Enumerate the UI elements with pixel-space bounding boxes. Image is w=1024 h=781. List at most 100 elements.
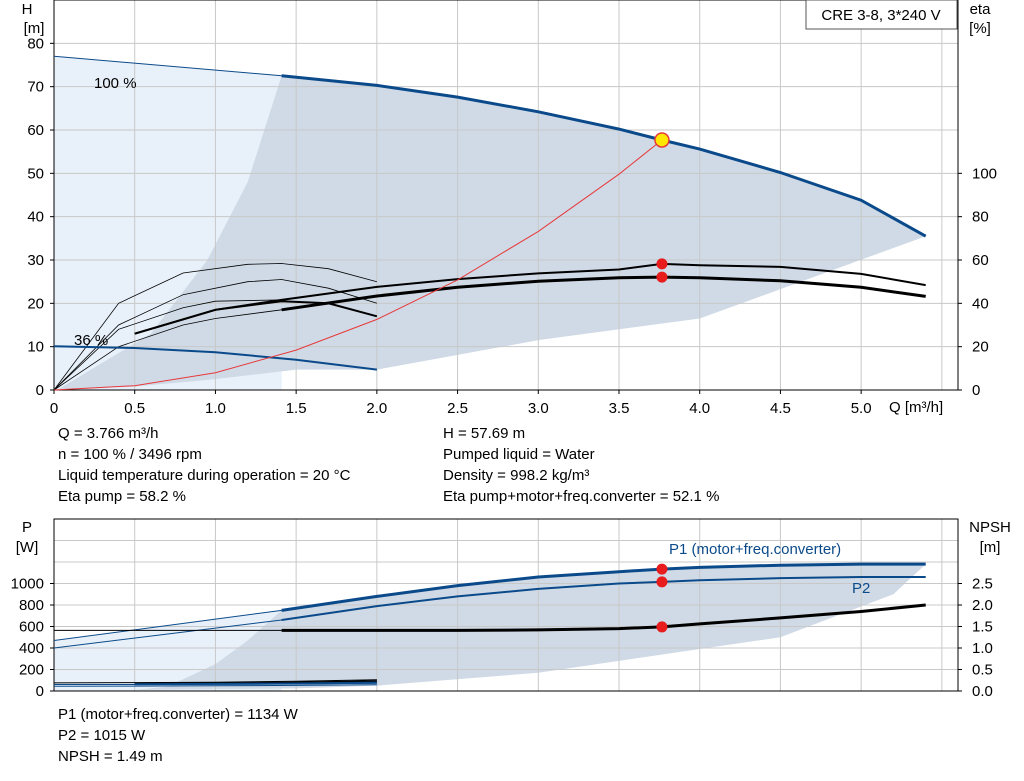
info-npsh: NPSH = 1.49 m — [58, 748, 163, 765]
power-tick-label: 200 — [19, 662, 44, 679]
y-axis-unit: [m] — [24, 20, 45, 37]
curve-label-36: 36 % — [74, 332, 108, 349]
x-axis-label: Q [m³/h] — [889, 399, 943, 416]
npsh-curve — [281, 603, 926, 632]
info-speed: n = 100 % / 3496 rpm — [58, 446, 202, 463]
top-thin-curves — [53, 55, 378, 391]
y-axis-label: H — [22, 1, 33, 18]
p2-marker — [656, 576, 668, 588]
operating-range-area — [57, 75, 926, 390]
efficiency-thin-curve — [53, 279, 378, 391]
x-tick-label: 4.5 — [770, 400, 791, 417]
y-tick-label: 40 — [27, 209, 44, 226]
y2-axis-label: eta — [970, 1, 992, 18]
power-tick-label: 0 — [36, 683, 44, 700]
y-tick-label: 20 — [27, 295, 44, 312]
operating-point-marker — [654, 132, 670, 148]
x-tick-label: 0 — [50, 400, 58, 417]
bottom-markers — [656, 563, 668, 633]
x-tick-label: 1.0 — [205, 400, 226, 417]
p2-extension-thin — [53, 619, 282, 649]
p2-36-thin — [53, 684, 377, 687]
npsh-axis-unit: [m] — [980, 539, 1001, 556]
top-markers — [654, 132, 670, 283]
y2-tick-label: 80 — [972, 209, 989, 226]
efficiency-thin-curve — [53, 309, 282, 391]
power-36-blue-curve — [134, 681, 377, 686]
info-head: H = 57.69 m — [443, 425, 526, 442]
y2-tick-label: 100 — [972, 165, 997, 182]
y2-tick-label: 60 — [972, 252, 989, 269]
efficiency-partial-curve — [134, 300, 378, 335]
chart-title: CRE 3-8, 3*240 V — [821, 7, 940, 24]
power-axis-unit: [W] — [16, 539, 39, 556]
head-curve-100 — [281, 74, 927, 238]
info-p1: P1 (motor+freq.converter) = 1134 W — [58, 706, 298, 723]
efficiency-thin-curve — [53, 263, 378, 391]
npsh-axis-label: NPSH — [969, 519, 1011, 536]
y2-tick-label: 40 — [972, 295, 989, 312]
npsh-tick-label: 0.0 — [972, 683, 993, 700]
p1-curve-label: P1 (motor+freq.converter) — [669, 541, 841, 558]
x-tick-label: 0.5 — [124, 400, 145, 417]
y-tick-label: 0 — [36, 382, 44, 399]
y-tick-label: 80 — [27, 35, 44, 52]
power-tick-label: 800 — [19, 597, 44, 614]
y-tick-label: 10 — [27, 339, 44, 356]
info-eta-total: Eta pump+motor+freq.converter = 52.1 % — [443, 488, 720, 505]
p1-curve — [281, 562, 926, 612]
info-right: H = 57.69 m Pumped liquid = Water Densit… — [443, 423, 719, 507]
top-plot-frame — [53, 0, 959, 391]
y-tick-label: 50 — [27, 165, 44, 182]
npsh-tick-label: 1.5 — [972, 619, 993, 636]
info-left: Q = 3.766 m³/h n = 100 % / 3496 rpm Liqu… — [58, 423, 350, 507]
curve-label-100: 100 % — [94, 75, 137, 92]
power-tick-label: 400 — [19, 640, 44, 657]
efficiency-pump-curve — [134, 262, 926, 335]
info-bottom: P1 (motor+freq.converter) = 1134 W P2 = … — [58, 704, 298, 767]
eta-pump-marker — [656, 258, 668, 270]
x-tick-label: 3.0 — [528, 400, 549, 417]
y2-tick-label: 20 — [972, 339, 989, 356]
p2-curve — [281, 576, 926, 621]
npsh-tick-label: 2.5 — [972, 576, 993, 593]
npsh-tick-label: 1.0 — [972, 640, 993, 657]
y2-axis-unit: [%] — [969, 20, 991, 37]
y-tick-label: 70 — [27, 79, 44, 96]
y2-tick-label: 0 — [972, 382, 980, 399]
x-tick-label: 5.0 — [851, 400, 872, 417]
npsh-tick-label: 2.0 — [972, 597, 993, 614]
info-flow: Q = 3.766 m³/h — [58, 425, 159, 442]
info-eta-pump: Eta pump = 58.2 % — [58, 488, 186, 505]
head-extension-thin — [53, 55, 282, 77]
power-npsh-chart: 0 200 400 600 800 1000 0.0 0.5 1.0 1.5 2.0 2.5 P [W… — [11, 518, 1011, 701]
power-range-area — [134, 564, 926, 690]
y-tick-label: 60 — [27, 122, 44, 139]
power-tick-label: 1000 — [11, 576, 44, 593]
bottom-tick-labels: 0 200 400 600 800 1000 0.0 0.5 1.0 1.5 2.0 2.5 — [11, 576, 993, 701]
head-curve-36 — [53, 345, 378, 371]
info-density: Density = 998.2 kg/m³ — [443, 467, 590, 484]
y-tick-label: 30 — [27, 252, 44, 269]
power-tick-label: 600 — [19, 619, 44, 636]
p2-curve-label: P2 — [852, 580, 870, 597]
top-tick-labels: 0 0.5 1.0 1.5 2.0 2.5 3.0 3.5 4.0 4.5 5.0 0 10 20 30 40… — [27, 35, 997, 417]
p1-extension-thin — [53, 609, 282, 641]
system-curve — [53, 139, 663, 391]
eta-total-marker — [656, 271, 668, 283]
info-p2: P2 = 1015 W — [58, 727, 146, 744]
npsh-36-thin — [53, 679, 377, 684]
efficiency-total-curve — [281, 275, 926, 312]
top-series-lines — [53, 74, 927, 391]
npsh-tick-label: 0.5 — [972, 662, 993, 679]
x-tick-label: 2.5 — [447, 400, 468, 417]
info-temperature: Liquid temperature during operation = 20… — [58, 467, 351, 484]
chart-title-box — [805, 0, 958, 30]
power-axis-label: P — [22, 519, 32, 536]
x-tick-label: 2.0 — [366, 400, 387, 417]
info-liquid: Pumped liquid = Water — [443, 446, 595, 463]
bottom-series-lines — [134, 562, 926, 686]
efficiency-thin-curve — [53, 299, 282, 391]
npsh-marker — [656, 621, 668, 633]
